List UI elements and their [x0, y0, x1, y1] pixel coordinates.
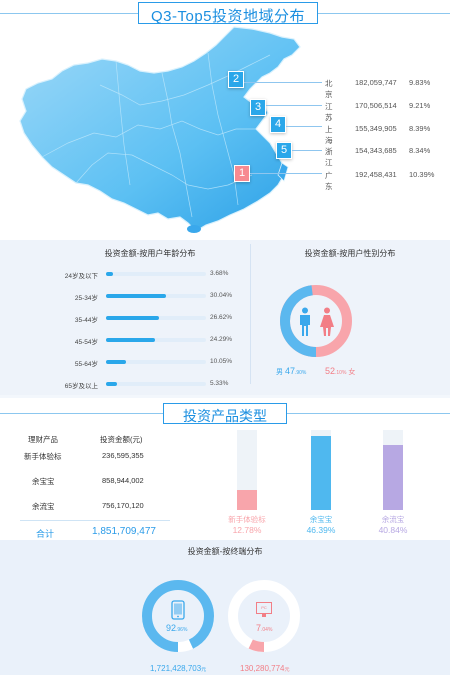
product-bar-chart: 新手体验标 12.78% 余宝宝 46.39% 余流宝 40.84% — [215, 425, 430, 540]
leader-line-shanghai — [286, 126, 322, 127]
age-bar-track-3 — [106, 338, 206, 342]
product-bar-pct-0: 12.78% — [232, 525, 262, 535]
terminal-section — [0, 540, 450, 675]
map-pin-3[interactable]: 3 — [250, 99, 266, 116]
age-pct-5: 5.33% — [210, 380, 229, 387]
product-bar-label-0: 新手体验标 — [228, 515, 266, 524]
age-bar-1 — [106, 294, 167, 298]
total-divider — [20, 520, 170, 521]
age-bar-3 — [106, 338, 155, 342]
user-distribution-section — [0, 240, 450, 395]
map-pin-5[interactable]: 5 — [276, 142, 292, 159]
female-share: 52.10% 女 — [325, 366, 356, 376]
map-pin-4[interactable]: 4 — [270, 116, 286, 133]
product-bar-label-2: 余流宝 — [381, 515, 405, 524]
map-pin-2[interactable]: 2 — [228, 71, 244, 88]
title-divider-left — [0, 13, 138, 14]
pc-icon-text: PC — [261, 605, 267, 610]
age-pct-1: 30.04% — [210, 292, 233, 299]
mobile-amount: 1,721,428,703元 — [150, 664, 207, 673]
leader-line-beijing — [244, 82, 322, 83]
pc-ring-segment — [228, 580, 300, 652]
age-bar-chart: 24岁及以下 3.68% 25-34岁 30.04% 35-44岁 26.62% 45-54… — [20, 270, 250, 394]
leader-line-guangdong — [250, 173, 322, 174]
china-map — [19, 26, 301, 233]
age-label-4: 55-64岁 — [74, 361, 98, 368]
age-pct-4: 10.05% — [210, 358, 233, 365]
mobile-phone-icon — [171, 600, 185, 620]
age-bar-0 — [106, 272, 114, 276]
product-row-amount-3: 756,170,120 — [102, 501, 144, 510]
age-bar-track-5 — [106, 382, 206, 386]
product-row-amount-1: 236,595,355 — [102, 451, 144, 460]
age-bars: 24岁及以下 3.68% 25-34岁 30.04% 35-44岁 26.62% 45-54… — [20, 270, 250, 394]
product-title-divider-left — [0, 413, 163, 414]
product-bar-label-1: 余宝宝 — [309, 515, 333, 524]
product-title-box: 投资产品类型 — [163, 403, 287, 424]
pc-ring-chart — [228, 580, 300, 652]
product-bar-pct-1: 46.39% — [306, 525, 336, 535]
total-amount: 1,851,709,477 — [92, 526, 156, 537]
pc-amount: 130,280,774元 — [240, 664, 290, 673]
gender-panel-title: 投资金额-按用户性别分布 — [304, 249, 396, 258]
map-pin-1[interactable]: 1 — [234, 165, 250, 182]
age-bar-2 — [106, 316, 160, 320]
product-col-header-name: 理财产品 — [28, 435, 58, 444]
mobile-share: 92.96% — [166, 623, 188, 633]
age-label-1: 25-34岁 — [74, 295, 98, 302]
panel-divider — [250, 244, 251, 384]
product-title-divider-right — [287, 413, 450, 414]
female-icon — [320, 307, 334, 336]
page-title-box: Q3-Top5投资地域分布 — [138, 2, 318, 25]
age-bar-track-4 — [106, 360, 206, 364]
leader-line-jiangsu — [266, 105, 322, 106]
age-bar-5 — [106, 382, 117, 386]
age-label-2: 35-44岁 — [74, 317, 98, 324]
terminal-panel-title: 投资金额-按终端分布 — [187, 547, 263, 556]
product-col-header-amount: 投资金额(元) — [100, 435, 143, 444]
product-bar-pct-2: 40.84% — [378, 525, 408, 535]
product-row-name-2: 余宝宝 — [32, 477, 55, 486]
product-title: 投资产品类型 — [183, 408, 267, 424]
age-panel-title: 投资金额-按用户年龄分布 — [104, 249, 196, 258]
male-ring-segment — [280, 285, 352, 357]
age-label-3: 45-54岁 — [74, 339, 98, 346]
page-title: Q3-Top5投资地域分布 — [150, 8, 306, 25]
age-label-5: 65岁及以上 — [64, 383, 98, 390]
male-share: 男 47.90% — [276, 366, 307, 376]
product-row-name-3: 余流宝 — [32, 502, 55, 511]
age-pct-3: 24.29% — [210, 336, 233, 343]
product-bar-2 — [383, 444, 403, 510]
pc-monitor-stand — [262, 614, 266, 617]
title-divider-right — [318, 13, 450, 14]
age-label-0: 24岁及以下 — [64, 273, 98, 280]
product-row-name-1: 新手体验标 — [24, 452, 62, 461]
leader-line-zhejiang — [292, 150, 322, 151]
mobile-ring-segment — [142, 580, 214, 652]
mobile-ring-chart — [142, 580, 214, 652]
age-bar-4 — [106, 360, 127, 364]
product-bar-1 — [311, 435, 331, 510]
gender-ring-chart — [280, 285, 352, 357]
pc-share: 7.04% — [256, 623, 273, 633]
product-row-amount-2: 858,944,002 — [102, 476, 144, 485]
total-label: 合计 — [36, 529, 55, 539]
pc-monitor-icon: PC — [256, 602, 272, 614]
age-pct-0: 3.68% — [210, 270, 229, 277]
product-bar-0 — [237, 489, 257, 510]
age-pct-2: 26.62% — [210, 314, 233, 321]
male-icon — [300, 307, 310, 336]
age-bar-track-0 — [106, 272, 206, 276]
